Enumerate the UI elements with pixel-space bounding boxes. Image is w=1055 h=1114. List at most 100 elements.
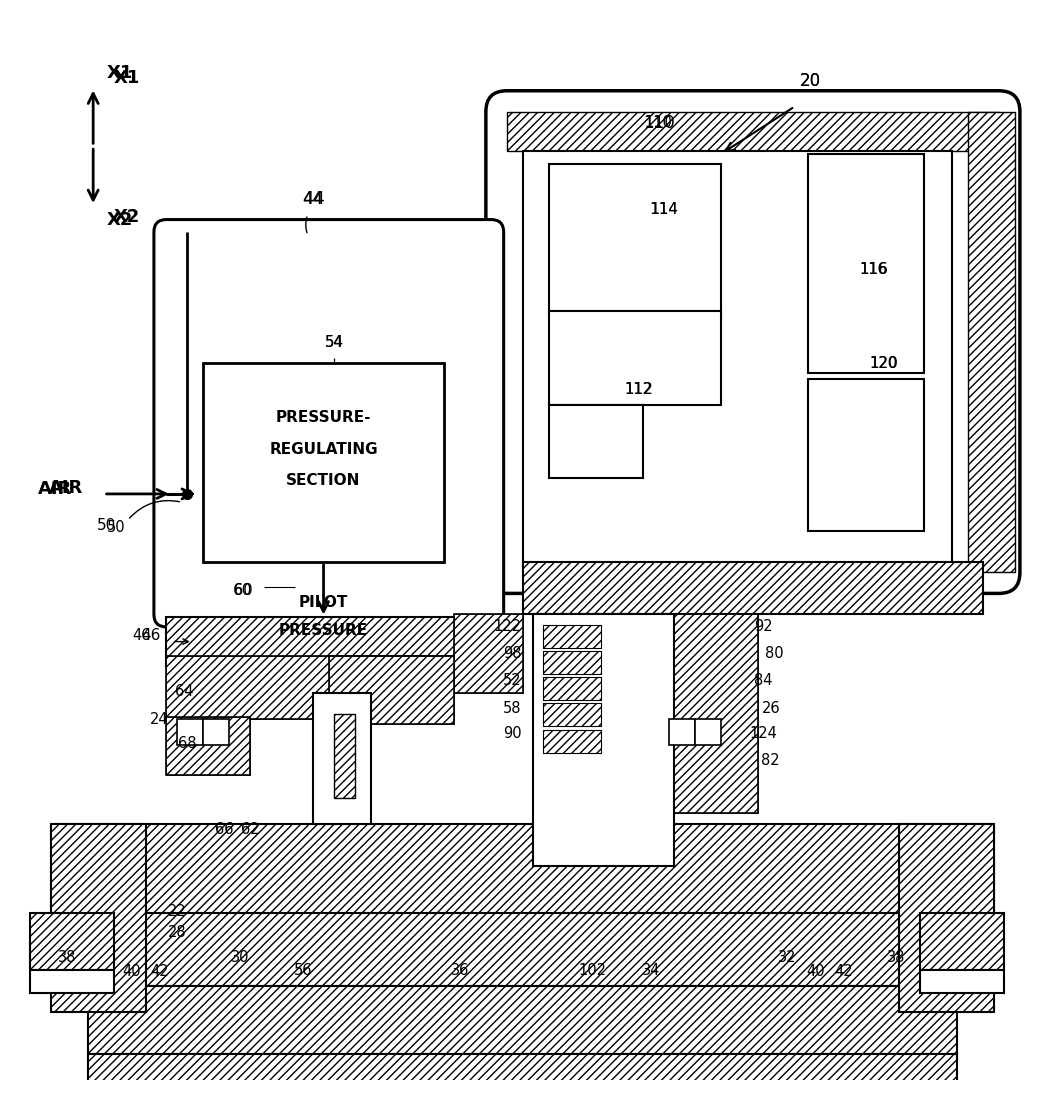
- Bar: [543, 730, 600, 753]
- Text: 54: 54: [324, 335, 344, 350]
- Bar: [88, 986, 957, 1054]
- Bar: [52, 824, 146, 1013]
- Text: 40: 40: [806, 964, 825, 979]
- Bar: [543, 652, 600, 674]
- Bar: [549, 165, 722, 316]
- Bar: [899, 824, 993, 1013]
- Text: 42: 42: [835, 964, 852, 979]
- Bar: [674, 615, 742, 693]
- Bar: [167, 717, 250, 774]
- Text: REGULATING: REGULATING: [269, 441, 378, 457]
- Text: 116: 116: [859, 262, 887, 276]
- Bar: [313, 693, 370, 824]
- Text: X2: X2: [114, 208, 140, 226]
- Text: 22: 22: [168, 903, 187, 918]
- Text: 122: 122: [494, 618, 521, 634]
- Bar: [920, 912, 1003, 970]
- Bar: [899, 824, 993, 1013]
- Bar: [88, 1054, 957, 1091]
- Text: 38: 38: [58, 949, 76, 965]
- Bar: [967, 113, 1014, 573]
- Text: 112: 112: [624, 382, 653, 397]
- Text: 40: 40: [122, 964, 141, 979]
- Bar: [167, 717, 250, 774]
- Bar: [695, 720, 722, 745]
- Text: 60: 60: [233, 583, 252, 598]
- Bar: [167, 656, 455, 720]
- Bar: [88, 912, 957, 986]
- Bar: [669, 720, 695, 745]
- Text: 114: 114: [650, 202, 677, 217]
- Text: 80: 80: [764, 646, 783, 661]
- Bar: [543, 652, 600, 674]
- Bar: [329, 656, 455, 724]
- Text: 52: 52: [502, 673, 521, 688]
- Bar: [506, 113, 998, 152]
- Text: 44: 44: [302, 190, 325, 208]
- Bar: [203, 720, 229, 745]
- Bar: [506, 113, 998, 152]
- Bar: [88, 986, 957, 1054]
- Bar: [52, 824, 993, 918]
- Bar: [543, 625, 600, 648]
- Bar: [533, 615, 674, 866]
- Text: 34: 34: [641, 962, 660, 978]
- Bar: [808, 379, 923, 531]
- Text: 102: 102: [578, 962, 607, 978]
- Bar: [920, 970, 1003, 994]
- Bar: [333, 714, 354, 798]
- Text: AIR: AIR: [38, 480, 72, 498]
- Text: 44: 44: [303, 190, 324, 208]
- Text: 116: 116: [859, 262, 887, 276]
- Text: 36: 36: [450, 962, 468, 978]
- Bar: [920, 912, 1003, 970]
- Bar: [543, 704, 600, 726]
- Bar: [543, 625, 600, 648]
- Text: X1: X1: [114, 69, 140, 87]
- Bar: [967, 113, 1014, 573]
- Text: 54: 54: [325, 335, 343, 350]
- Text: 20: 20: [800, 71, 821, 90]
- Text: 98: 98: [503, 646, 521, 661]
- Text: 26: 26: [761, 701, 780, 715]
- Bar: [52, 824, 146, 1013]
- Bar: [543, 704, 600, 726]
- Bar: [329, 656, 455, 724]
- Bar: [543, 677, 600, 701]
- Text: PRESSURE: PRESSURE: [279, 623, 368, 638]
- Text: 58: 58: [503, 701, 521, 715]
- Text: 68: 68: [178, 736, 196, 751]
- Text: 110: 110: [642, 114, 674, 131]
- Text: 110: 110: [645, 115, 672, 130]
- FancyBboxPatch shape: [485, 91, 1019, 594]
- Bar: [88, 1054, 957, 1091]
- Text: 62: 62: [241, 822, 260, 837]
- Text: AIR: AIR: [49, 479, 82, 497]
- FancyBboxPatch shape: [154, 219, 503, 627]
- Bar: [31, 970, 114, 994]
- Bar: [177, 720, 203, 745]
- Text: 46: 46: [132, 628, 151, 643]
- Text: 90: 90: [502, 725, 521, 741]
- Bar: [674, 615, 742, 693]
- Bar: [674, 615, 757, 813]
- Text: SECTION: SECTION: [286, 473, 361, 488]
- Bar: [167, 617, 491, 666]
- Text: 32: 32: [778, 949, 797, 965]
- Bar: [31, 912, 114, 970]
- Bar: [549, 311, 722, 405]
- Text: 56: 56: [293, 962, 311, 978]
- Text: 112: 112: [625, 382, 652, 397]
- Bar: [52, 824, 993, 918]
- Text: 20: 20: [800, 71, 821, 90]
- Bar: [522, 563, 983, 615]
- Text: 38: 38: [887, 949, 905, 965]
- Text: 50: 50: [107, 520, 126, 535]
- Bar: [333, 714, 354, 798]
- Bar: [549, 405, 642, 479]
- Bar: [543, 730, 600, 753]
- Text: PRESSURE-: PRESSURE-: [275, 410, 371, 426]
- Bar: [455, 615, 522, 693]
- Text: 66: 66: [215, 822, 233, 837]
- Text: 24: 24: [150, 712, 169, 726]
